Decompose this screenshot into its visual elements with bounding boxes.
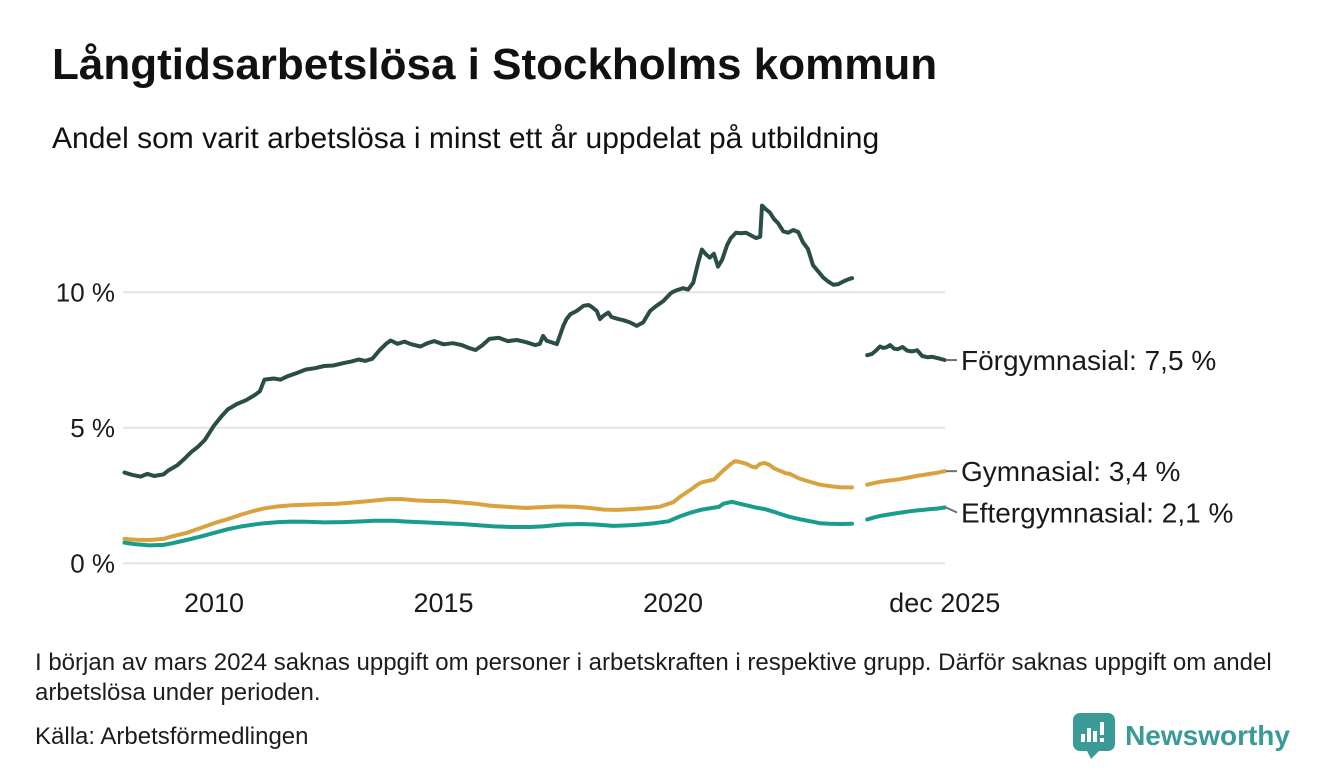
x-tick-label: 2020 xyxy=(643,588,703,618)
x-tick-label: dec 2025 xyxy=(889,588,1000,618)
y-tick-label: 5 % xyxy=(70,413,115,443)
page-subtitle: Andel som varit arbetslösa i minst ett å… xyxy=(52,122,880,155)
legend-label-eftergymnasial: Eftergymnasial: 2,1 % xyxy=(961,497,1233,528)
legend-label-förgymnasial: Förgymnasial: 7,5 % xyxy=(961,345,1216,376)
brand-name: Newsworthy xyxy=(1125,719,1290,751)
footnote-text: I början av mars 2024 saknas uppgift om … xyxy=(35,649,1272,706)
series-line-gymnasial xyxy=(865,469,947,487)
x-tick-label: 2010 xyxy=(184,588,244,618)
legend-label-gymnasial: Gymnasial: 3,4 % xyxy=(961,456,1180,487)
x-tick-label: 2015 xyxy=(413,588,473,618)
series-line-förgymnasial xyxy=(122,203,854,479)
series-line-eftergymnasial xyxy=(122,499,854,548)
source-text: Källa: Arbetsförmedlingen xyxy=(35,723,309,750)
newsworthy-logo: Newsworthy xyxy=(1072,712,1290,759)
y-tick-label: 10 % xyxy=(56,277,115,307)
y-tick-label: 0 % xyxy=(70,548,115,578)
line-chart: 0 % 5 % 10 % 2010 2015 2020 dec 2025 Förgymnasi… xyxy=(56,203,1233,618)
speech-bubble-bar-chart-icon xyxy=(1073,713,1116,759)
series-line-gymnasial xyxy=(122,459,854,542)
series-line-förgymnasial xyxy=(865,343,947,362)
legend-dash xyxy=(945,506,958,514)
series-line-eftergymnasial xyxy=(865,505,947,522)
page-title: Långtidsarbetslösa i Stockholms kommun xyxy=(52,40,938,89)
